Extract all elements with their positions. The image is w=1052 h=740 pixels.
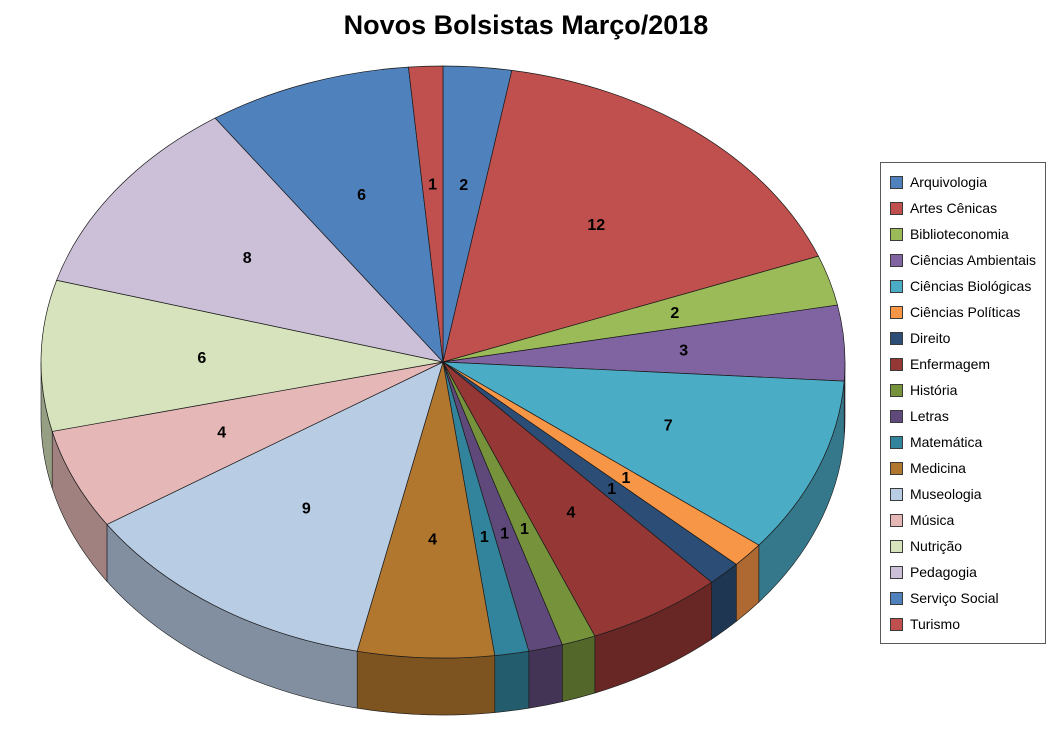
pie-slice-artes-cenicas	[442, 69, 819, 363]
data-label-artes-cenicas: 12	[587, 217, 605, 234]
legend-swatch-arquivologia	[889, 175, 903, 189]
data-label-nutricao: 6	[197, 350, 206, 367]
legend-swatch-ciencias-ambientais	[889, 253, 903, 267]
legend-label-enfermagem: Enfermagem	[909, 356, 991, 372]
legend-item-arquivologia: Arquivologia	[889, 169, 1036, 195]
data-label-biblioteconomia: 2	[670, 305, 679, 322]
legend-swatch-servico-social	[889, 591, 903, 605]
data-label-medicina: 4	[428, 531, 437, 548]
pie-slice-side-historia	[561, 635, 596, 703]
legend-swatch-nutricao	[889, 539, 903, 553]
legend-swatch-biblioteconomia	[889, 227, 903, 241]
legend-swatch-ciencias-biologicas	[889, 279, 903, 293]
legend-label-turismo: Turismo	[909, 616, 960, 632]
legend-swatch-medicina	[889, 461, 903, 475]
legend-label-servico-social: Serviço Social	[909, 590, 999, 606]
pie-slice-museologia	[106, 361, 444, 652]
legend-swatch-historia	[889, 383, 903, 397]
legend-item-museologia: Museologia	[889, 481, 1036, 507]
data-label-museologia: 9	[302, 500, 311, 517]
legend-label-museologia: Museologia	[909, 486, 982, 502]
data-label-ciencias-politicas: 1	[621, 470, 630, 487]
legend-swatch-letras	[889, 409, 903, 423]
pie-slice-side-medicina	[356, 650, 496, 716]
legend-swatch-pedagogia	[889, 565, 903, 579]
legend-label-letras: Letras	[909, 408, 949, 424]
data-label-arquivologia: 2	[459, 177, 468, 194]
legend-swatch-ciencias-politicas	[889, 305, 903, 319]
legend-item-ciencias-ambientais: Ciências Ambientais	[889, 247, 1036, 273]
legend-label-ciencias-politicas: Ciências Políticas	[909, 304, 1021, 320]
legend-item-matematica: Matemática	[889, 429, 1036, 455]
legend-item-historia: História	[889, 377, 1036, 403]
legend-label-matematica: Matemática	[909, 434, 983, 450]
legend-item-nutricao: Nutrição	[889, 533, 1036, 559]
chart-title: Novos Bolsistas Março/2018	[343, 10, 709, 40]
pie-slice-enfermagem	[442, 361, 713, 637]
data-label-ciencias-biologicas: 7	[664, 418, 673, 435]
legend-swatch-matematica	[889, 435, 903, 449]
pie-slice-medicina	[356, 361, 496, 659]
legend-label-artes-cenicas: Artes Cênicas	[909, 200, 998, 216]
legend-item-servico-social: Serviço Social	[889, 585, 1036, 611]
pie-slice-nutricao	[40, 279, 444, 432]
legend-item-pedagogia: Pedagogia	[889, 559, 1036, 585]
legend-item-ciencias-biologicas: Ciências Biológicas	[889, 273, 1036, 299]
legend-item-direito: Direito	[889, 325, 1036, 351]
legend-item-musica: Música	[889, 507, 1036, 533]
legend-swatch-turismo	[889, 617, 903, 631]
legend-swatch-enfermagem	[889, 357, 903, 371]
legend-swatch-artes-cenicas	[889, 201, 903, 215]
legend-label-ciencias-ambientais: Ciências Ambientais	[909, 252, 1036, 268]
legend-label-nutricao: Nutrição	[909, 538, 963, 554]
legend-item-medicina: Medicina	[889, 455, 1036, 481]
legend-item-letras: Letras	[889, 403, 1036, 429]
pie-slice-ciencias-biologicas	[442, 361, 845, 546]
pie-slice-pedagogia	[56, 117, 445, 363]
legend-label-biblioteconomia: Biblioteconomia	[909, 226, 1009, 242]
legend-label-historia: História	[909, 382, 958, 398]
data-label-musica: 4	[217, 425, 226, 442]
data-label-servico-social: 6	[357, 187, 366, 204]
legend-item-biblioteconomia: Biblioteconomia	[889, 221, 1036, 247]
pie-slice-side-letras	[528, 644, 563, 709]
legend-label-direito: Direito	[909, 330, 951, 346]
data-label-enfermagem: 4	[567, 505, 576, 522]
legend-item-enfermagem: Enfermagem	[889, 351, 1036, 377]
pie-slice-servico-social	[214, 66, 444, 364]
data-label-historia: 1	[520, 521, 529, 538]
legend-label-arquivologia: Arquivologia	[909, 174, 987, 190]
data-label-pedagogia: 8	[243, 250, 252, 267]
pie-slice-musica	[51, 361, 444, 525]
pie-slice-turismo	[408, 65, 444, 363]
legend-label-medicina: Medicina	[909, 460, 966, 476]
data-label-matematica: 1	[480, 529, 489, 546]
legend-item-turismo: Turismo	[889, 611, 1036, 637]
legend-item-artes-cenicas: Artes Cênicas	[889, 195, 1036, 221]
data-label-ciencias-ambientais: 3	[679, 343, 688, 360]
legend-swatch-direito	[889, 331, 903, 345]
legend: Arquivologia Artes Cênicas Biblioteconomia…	[879, 162, 1046, 644]
legend-swatch-musica	[889, 513, 903, 527]
pie-slice-side-matematica	[494, 650, 530, 713]
legend-label-ciencias-biologicas: Ciências Biológicas	[909, 278, 1032, 294]
legend-label-pedagogia: Pedagogia	[909, 564, 977, 580]
legend-label-musica: Música	[909, 512, 955, 528]
data-label-letras: 1	[500, 526, 509, 543]
legend-item-ciencias-politicas: Ciências Políticas	[889, 299, 1036, 325]
data-label-direito: 1	[607, 481, 616, 498]
legend-swatch-museologia	[889, 487, 903, 501]
data-label-turismo: 1	[428, 177, 437, 194]
